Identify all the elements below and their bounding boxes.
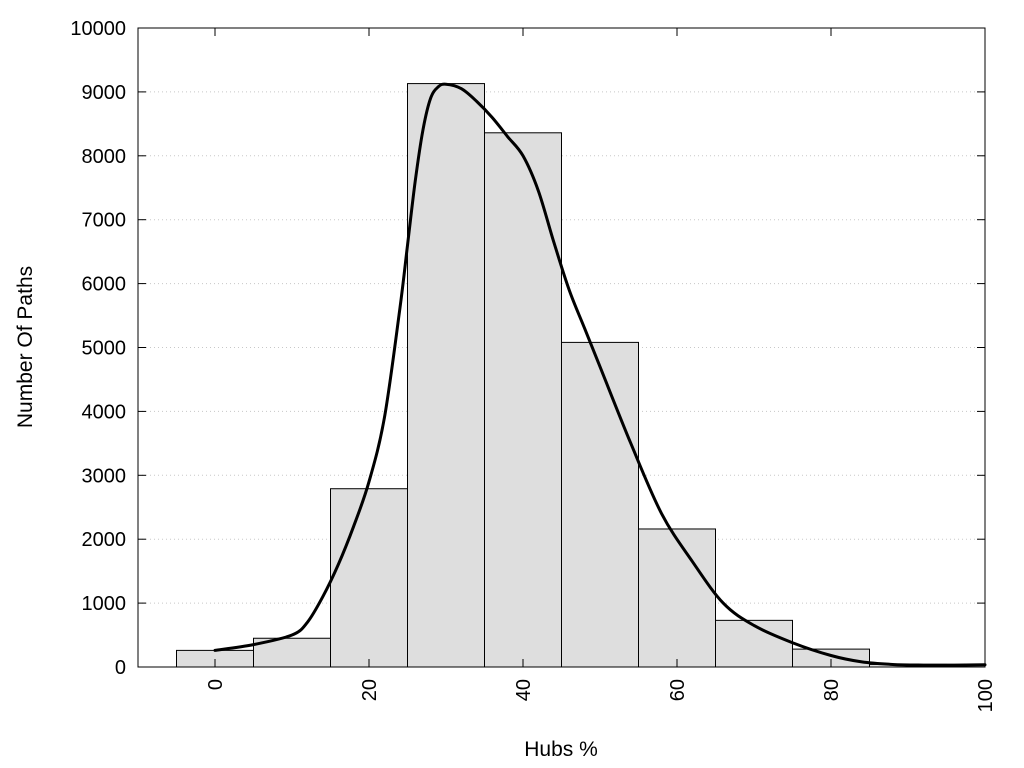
y-axis-title: Number Of Paths bbox=[14, 266, 37, 428]
x-tick-label: 80 bbox=[821, 679, 843, 701]
x-axis: 0 20 40 60 80 100 bbox=[205, 28, 997, 712]
x-tick-label: 60 bbox=[667, 679, 689, 701]
density-curve bbox=[213, 82, 987, 667]
y-tick-label: 6000 bbox=[82, 274, 127, 296]
y-tick-label: 1000 bbox=[82, 593, 127, 615]
y-axis: 0 1000 2000 3000 4000 5000 6000 7000 8000 9000 100… bbox=[70, 18, 985, 679]
x-tick-label: 20 bbox=[359, 679, 381, 701]
histogram-bar bbox=[561, 341, 639, 668]
histogram-bars bbox=[176, 83, 986, 668]
y-tick-label: 5000 bbox=[82, 338, 127, 360]
y-tick-label: 4000 bbox=[82, 401, 127, 423]
histogram-bar bbox=[330, 488, 408, 668]
y-tick-label: 7000 bbox=[82, 210, 127, 232]
histogram-bar bbox=[484, 132, 562, 668]
histogram-bar bbox=[638, 528, 716, 668]
y-tick-label: 8000 bbox=[82, 146, 127, 168]
y-tick-label: 10000 bbox=[70, 18, 126, 40]
y-tick-label: 9000 bbox=[82, 82, 127, 104]
x-axis-title: Hubs % bbox=[524, 738, 598, 761]
y-tick-label: 0 bbox=[115, 657, 126, 679]
density-curve-line bbox=[213, 82, 987, 667]
histogram-bar bbox=[715, 619, 793, 668]
y-tick-label: 3000 bbox=[82, 465, 127, 487]
x-tick-label: 100 bbox=[975, 679, 997, 712]
x-tick-label: 0 bbox=[205, 679, 227, 690]
x-tick-label: 40 bbox=[513, 679, 535, 701]
histogram-bar bbox=[407, 83, 485, 668]
y-tick-label: 2000 bbox=[82, 529, 127, 551]
